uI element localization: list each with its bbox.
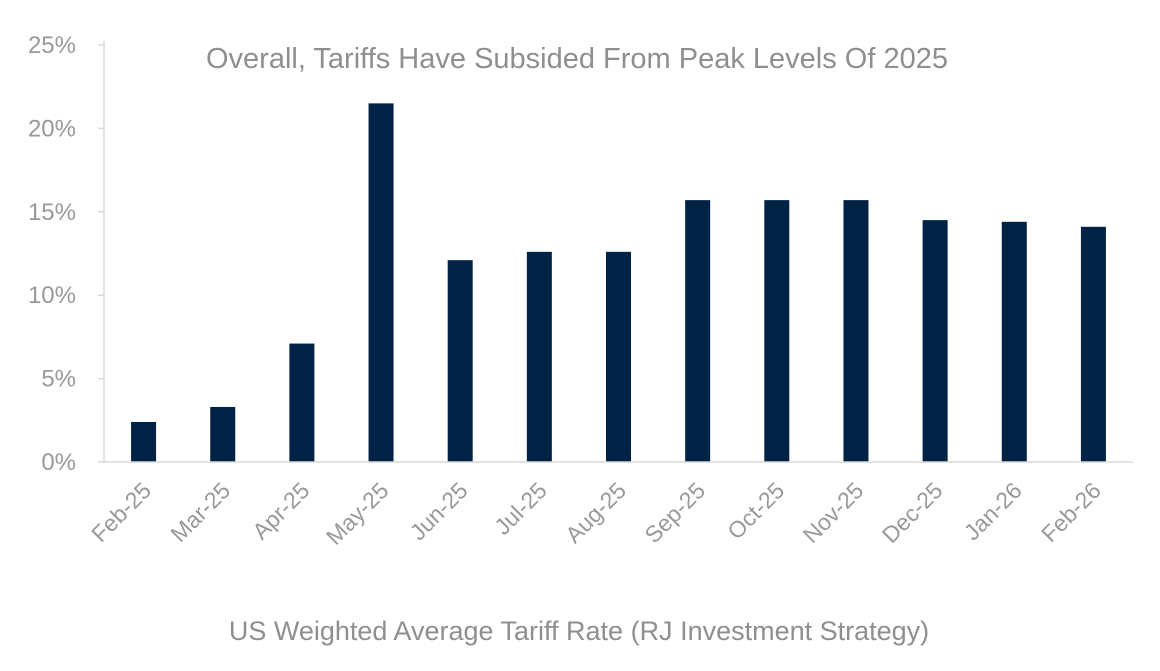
x-tick-label: Dec-25 [877, 477, 948, 548]
x-tick-label: Feb-26 [1036, 477, 1106, 547]
y-tick-label: 20% [28, 115, 76, 142]
y-tick-label: 5% [41, 366, 76, 393]
x-axis: Feb-25 Mar-25 Apr-25 May-25 Jun-25 Jul-25 Aug-… [86, 461, 1133, 550]
bar [368, 103, 394, 462]
x-tick-label: Nov-25 [798, 477, 869, 548]
x-tick-label: Apr-25 [247, 477, 314, 544]
y-tick-label: 10% [28, 282, 76, 309]
bar [843, 200, 869, 462]
bar [210, 406, 236, 462]
x-tick-label: Mar-25 [165, 477, 235, 547]
x-tick-label: Sep-25 [639, 477, 710, 548]
x-tick-label: May-25 [321, 477, 394, 550]
bar [289, 343, 315, 462]
y-tick-label: 0% [41, 449, 76, 476]
bar [1001, 221, 1027, 462]
x-tick-label: Jul-25 [489, 477, 552, 540]
y-tick-label: 15% [28, 199, 76, 226]
x-tick-label: Jun-25 [405, 477, 473, 545]
bar [447, 260, 473, 462]
y-axis: 0% 5% 10% 15% 20% 25% [28, 32, 105, 476]
x-tick-label: Oct-25 [722, 477, 789, 544]
bars [131, 103, 1106, 462]
bar [606, 251, 631, 462]
y-tick-label: 25% [28, 32, 76, 59]
x-tick-label: Aug-25 [560, 477, 631, 548]
chart-title: Overall, Tariffs Have Subsided From Peak… [206, 43, 948, 75]
bar [764, 200, 790, 462]
x-tick-label: Jan-26 [959, 477, 1027, 545]
bar [526, 251, 552, 462]
x-axis-label: US Weighted Average Tariff Rate (RJ Inve… [229, 616, 929, 646]
bar [685, 200, 711, 462]
bar [922, 220, 948, 462]
x-tick-label: Feb-25 [86, 477, 156, 547]
bar [1080, 226, 1106, 462]
bar [131, 421, 157, 462]
